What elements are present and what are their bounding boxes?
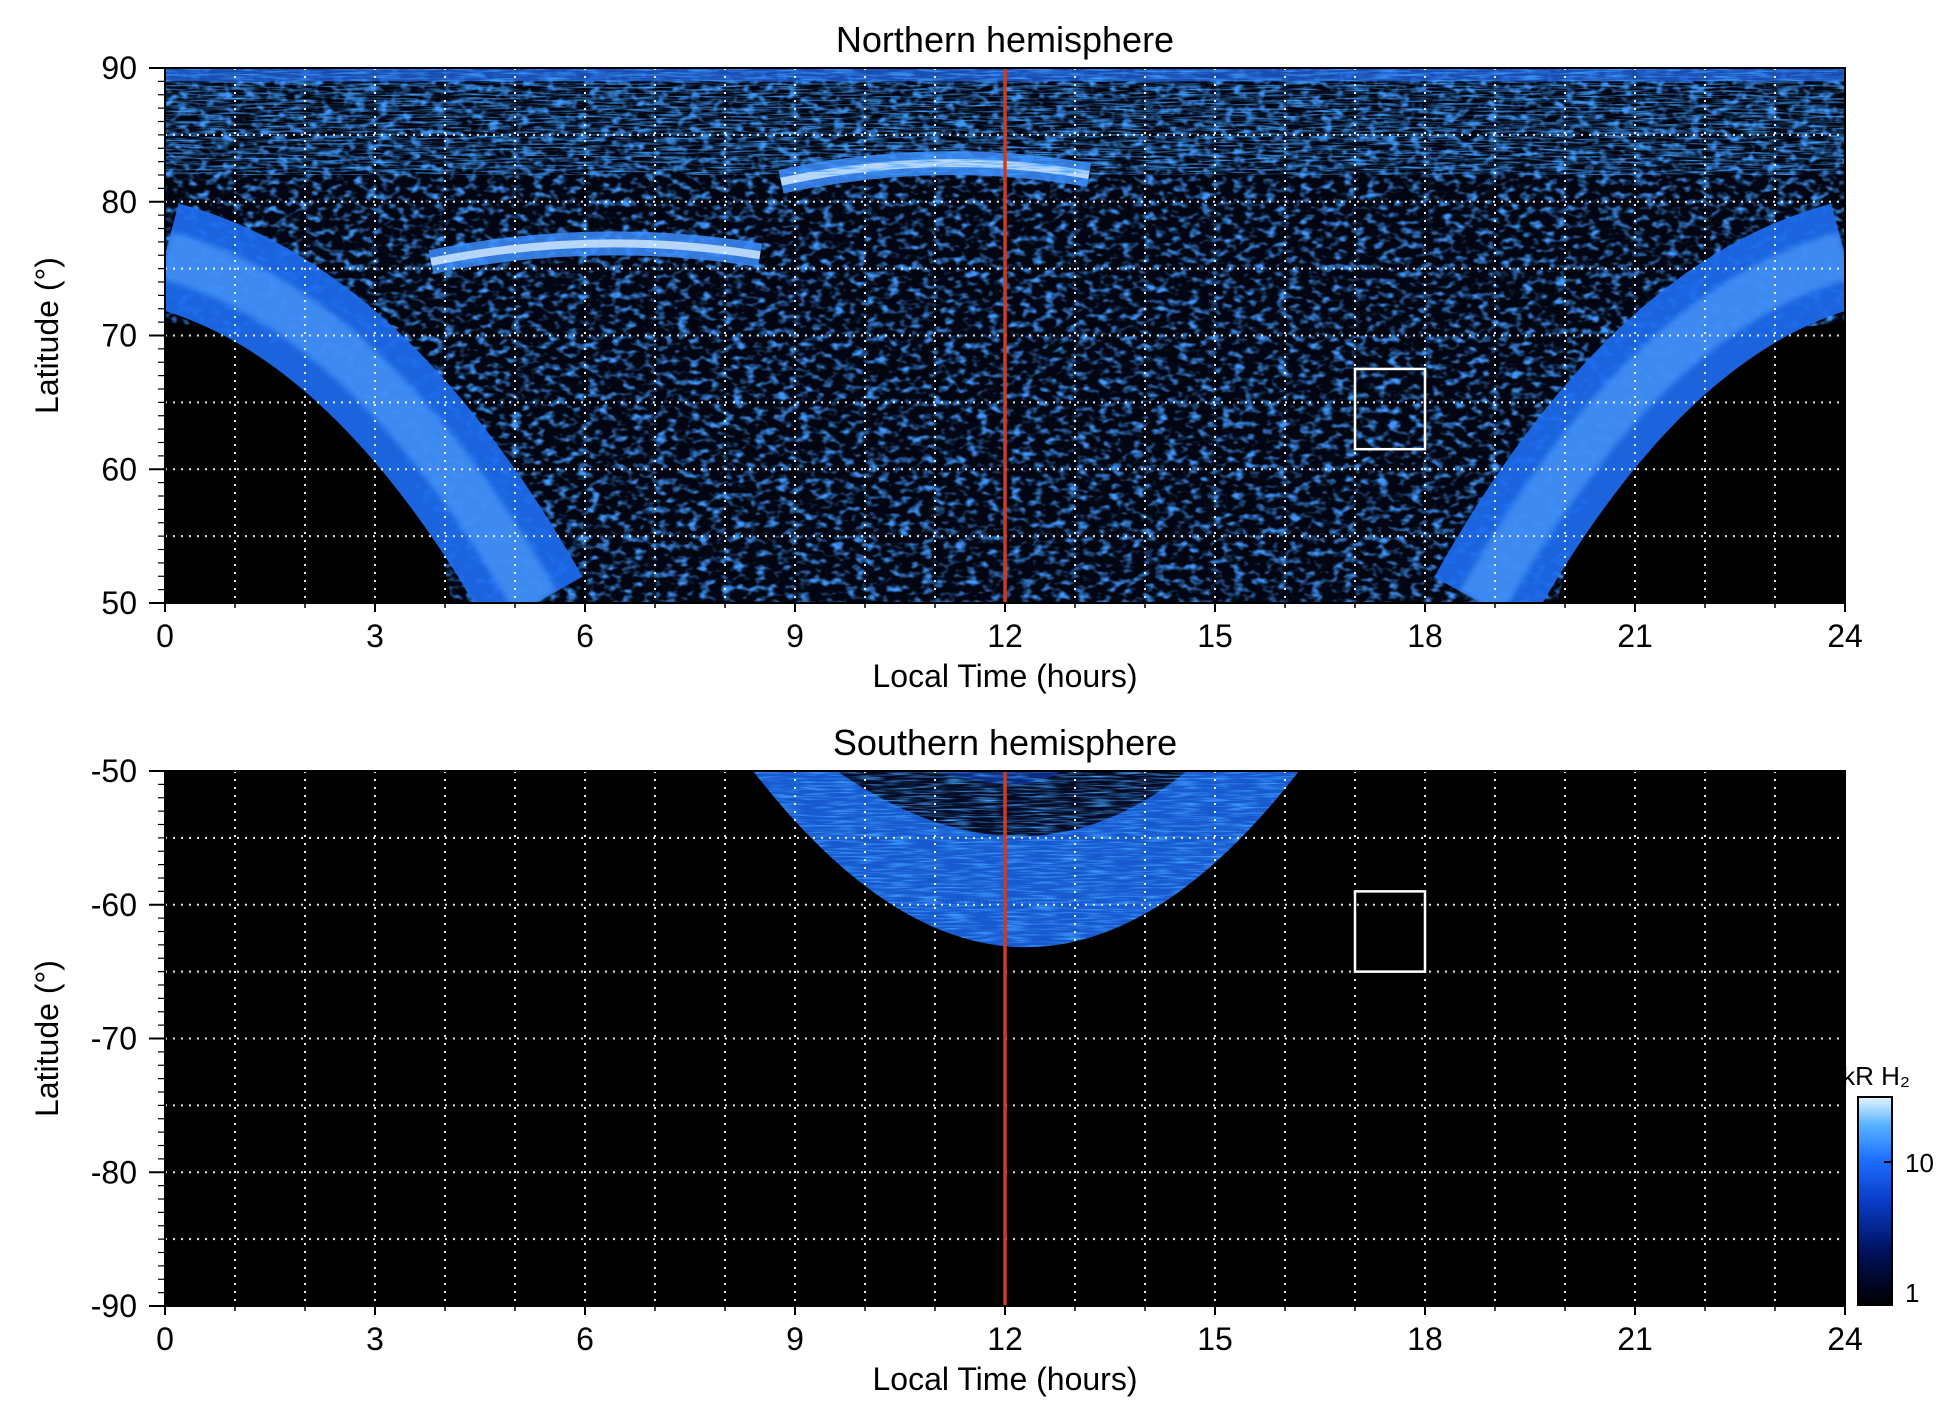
oval-core-main-oval-dawn [165, 231, 557, 603]
x-tick-label: 6 [576, 618, 594, 654]
y-tick-label: 70 [101, 318, 137, 354]
arc-bright-arc-morning [430, 239, 761, 266]
panel-title: Southern hemisphere [833, 722, 1177, 763]
x-tick-label: 15 [1197, 1321, 1233, 1357]
x-tick-label: 0 [156, 618, 174, 654]
y-tick-label: -60 [91, 887, 137, 923]
x-axis-label: Local Time (hours) [873, 1361, 1138, 1397]
colorbar: kR H₂ 10 1 [1842, 1061, 1934, 1308]
y-tick-label: -80 [91, 1154, 137, 1190]
y-tick-label: -50 [91, 753, 137, 789]
panel-title: Northern hemisphere [836, 19, 1174, 60]
y-axis-label: Latitude (°) [29, 257, 65, 414]
x-axis-label: Local Time (hours) [873, 658, 1138, 694]
y-tick-label: 50 [101, 585, 137, 621]
y-tick-label: 80 [101, 184, 137, 220]
y-tick-label: 60 [101, 451, 137, 487]
oval-core-main-oval-dusk [1459, 231, 1845, 603]
region-box [1353, 367, 1427, 451]
x-tick-label: 3 [366, 618, 384, 654]
colorbar-gradient [1857, 1096, 1893, 1306]
region-box [1353, 890, 1427, 973]
x-tick-label: 21 [1617, 1321, 1653, 1357]
x-tick-label: 12 [987, 618, 1023, 654]
x-tick-label: 18 [1407, 618, 1443, 654]
colorbar-label: kR H₂ [1842, 1061, 1910, 1091]
x-tick-label: 15 [1197, 618, 1233, 654]
y-tick-label: -70 [91, 1021, 137, 1057]
colorbar-tick-10: 10 [1905, 1148, 1934, 1178]
x-tick-label: 18 [1407, 1321, 1443, 1357]
x-tick-label: 9 [786, 1321, 804, 1357]
y-tick-label: 90 [101, 50, 137, 86]
x-tick-label: 24 [1827, 1321, 1863, 1357]
y-tick-label: -90 [91, 1288, 137, 1324]
x-tick-label: 3 [366, 1321, 384, 1357]
x-tick-label: 6 [576, 1321, 594, 1357]
panel-south: 0 3 6 9 12 15 18 21 24 -90 -80 -70 -60 -50 Southern he… [29, 722, 1863, 1397]
y-axis-label: Latitude (°) [29, 960, 65, 1117]
x-tick-label: 21 [1617, 618, 1653, 654]
x-tick-label: 9 [786, 618, 804, 654]
x-tick-label: 12 [987, 1321, 1023, 1357]
panel-north: 0 3 6 9 12 15 18 21 24 50 60 70 80 90 Northern hemisph… [29, 19, 1863, 694]
x-tick-label: 0 [156, 1321, 174, 1357]
x-tick-label: 24 [1827, 618, 1863, 654]
colorbar-tick-1: 1 [1905, 1278, 1919, 1308]
